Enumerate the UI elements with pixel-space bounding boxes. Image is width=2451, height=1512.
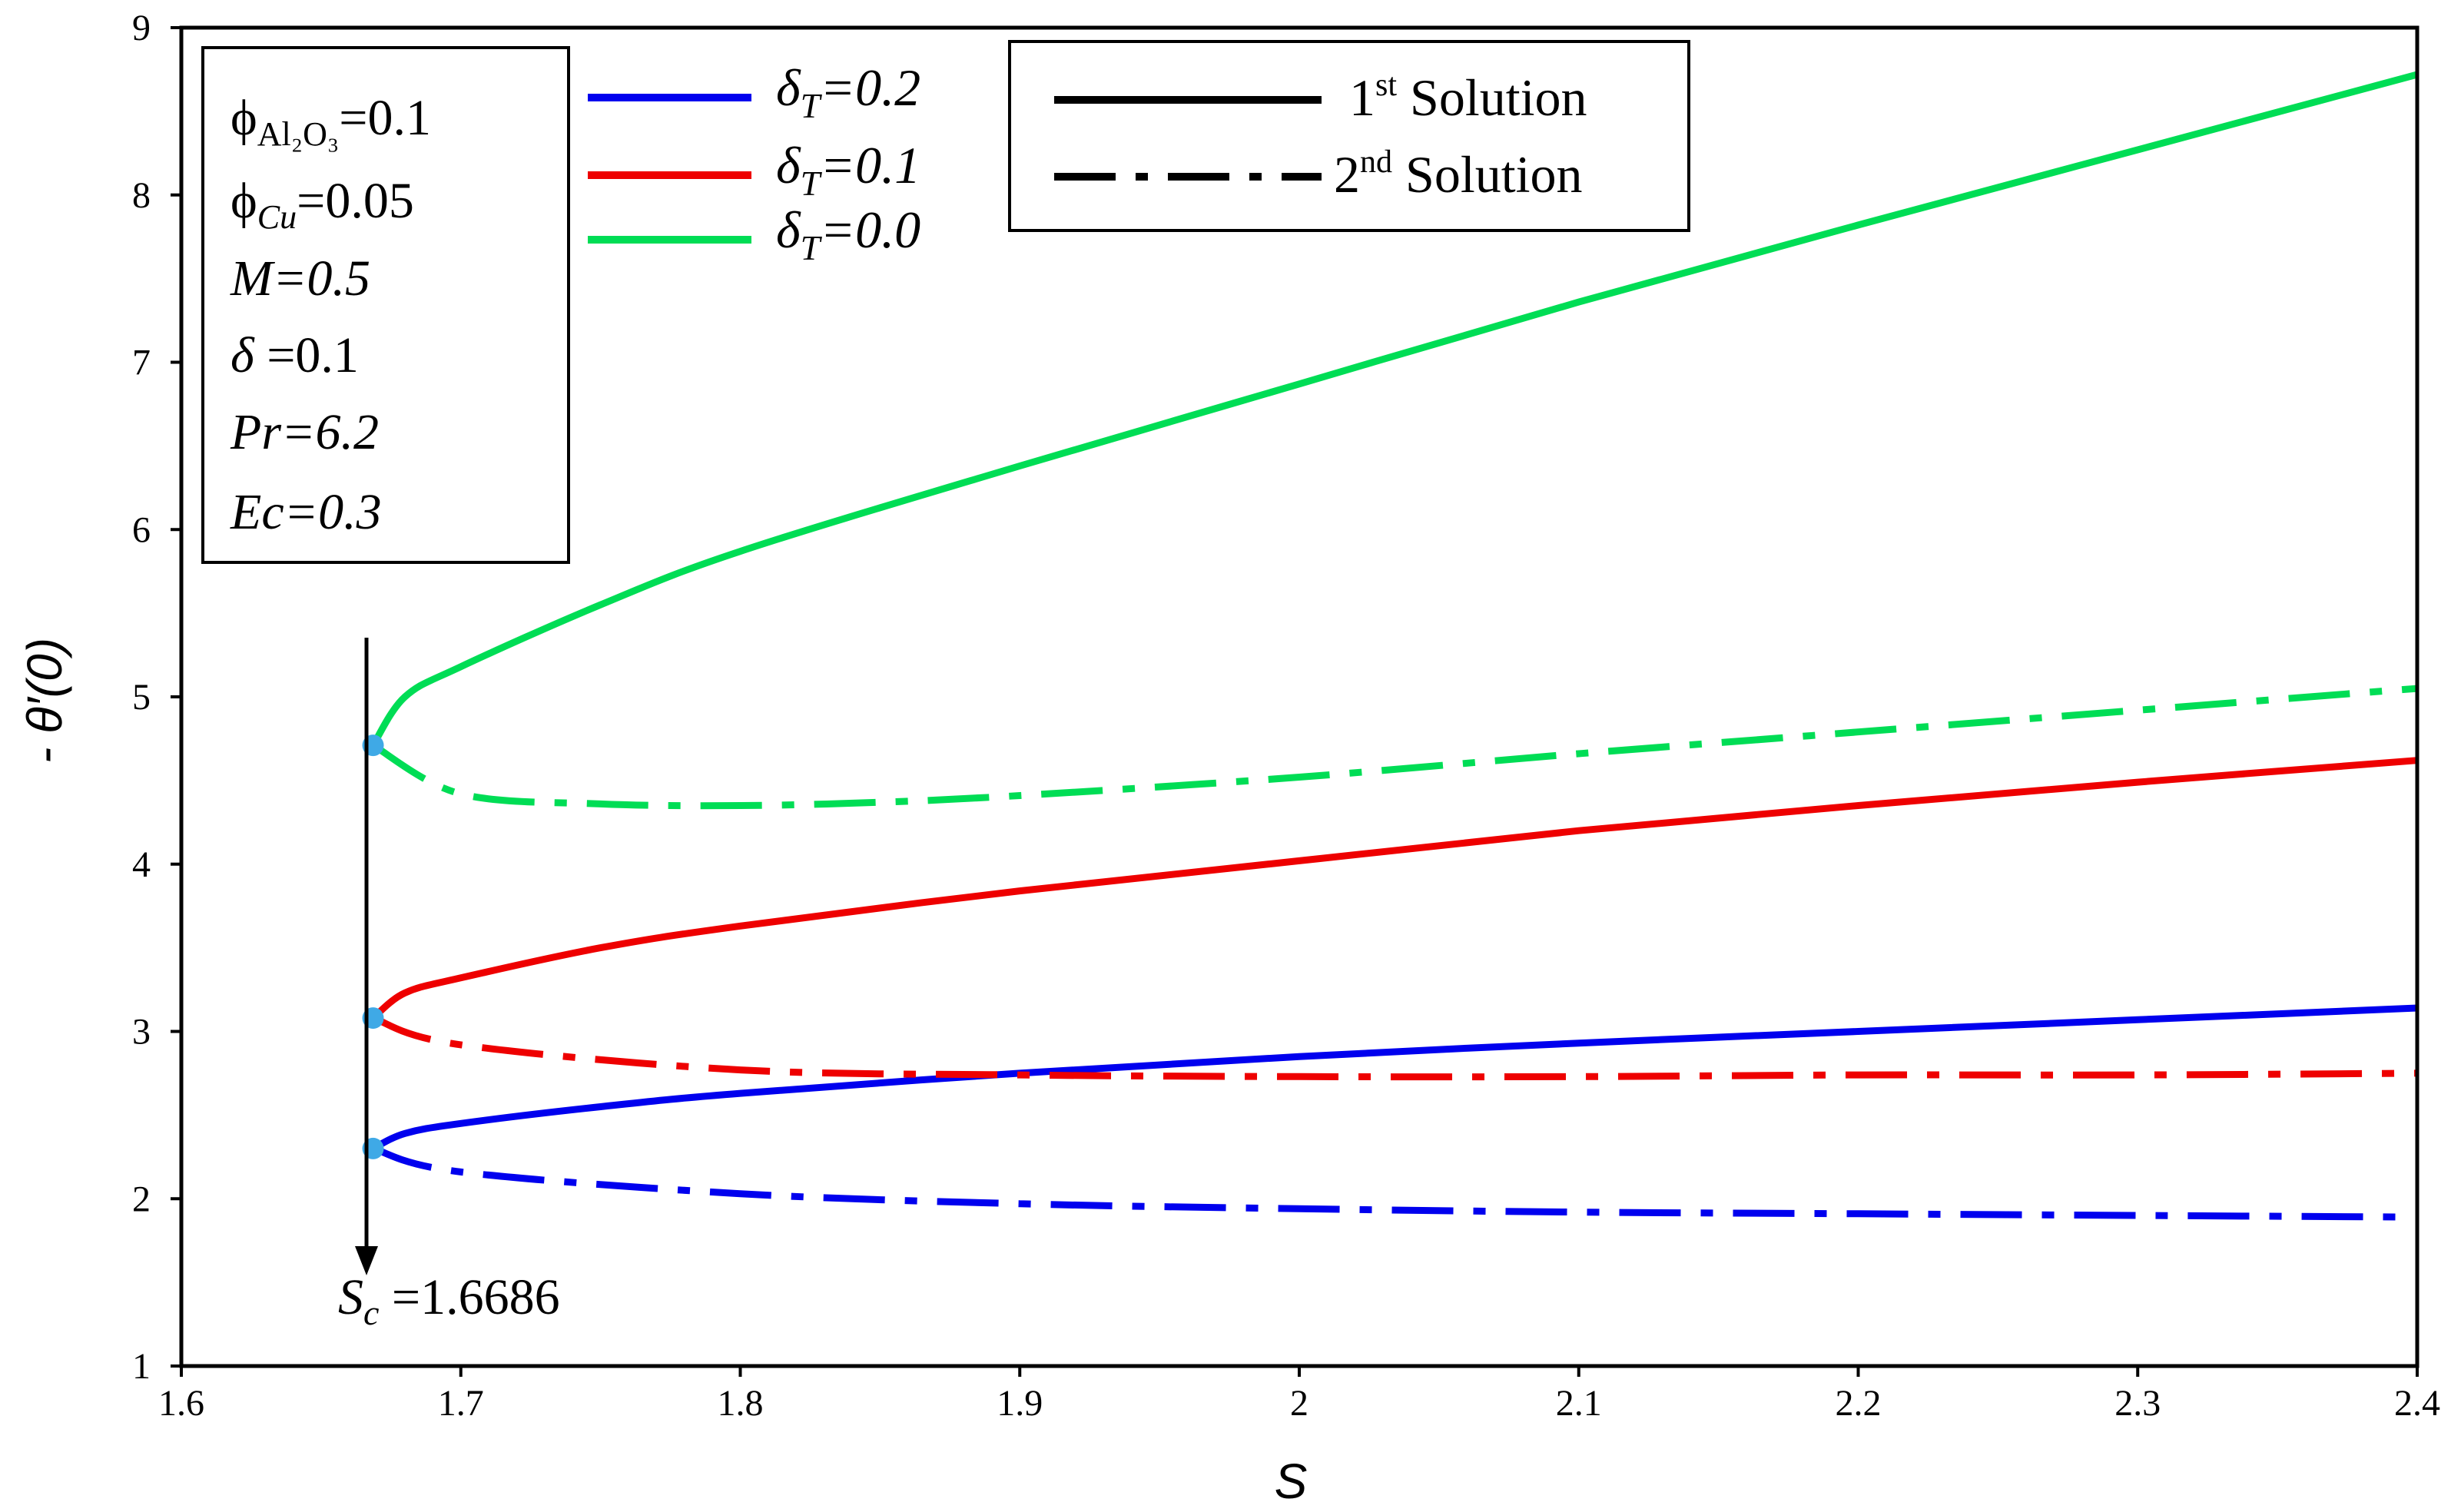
y-tick-label-4: 5 bbox=[132, 677, 151, 718]
legend-label-delta00: δT=0.0 bbox=[776, 201, 920, 267]
parameter-box bbox=[201, 46, 570, 564]
parameter-list: ϕAl₂O₃=0.1 ϕCu=0.05 M=0.5 δ =0.1 Pr=6.2 … bbox=[230, 90, 431, 540]
param-phi-al2o3: ϕAl₂O₃=0.1 bbox=[231, 90, 431, 153]
x-tick-label-5: 2.1 bbox=[1556, 1383, 1602, 1424]
x-tick-label-2: 1.8 bbox=[718, 1383, 764, 1424]
x-tick-label-7: 2.3 bbox=[2114, 1383, 2161, 1424]
y-tick-label-1: 2 bbox=[132, 1179, 151, 1219]
critical-annotation: Sc =1.6686 bbox=[338, 1269, 560, 1332]
legend-label-first-solution: 1st Solution bbox=[1349, 68, 1587, 127]
x-tick-label-3: 1.9 bbox=[997, 1383, 1043, 1424]
x-tick-label-8: 2.4 bbox=[2394, 1383, 2440, 1424]
param-phi-cu: ϕCu=0.05 bbox=[231, 173, 414, 236]
y-axis-ticks: 1 2 3 4 5 6 7 8 9 bbox=[132, 8, 181, 1387]
legend-label-delta01: δT=0.1 bbox=[776, 136, 920, 203]
param-m: M=0.5 bbox=[230, 250, 370, 307]
y-tick-label-2: 3 bbox=[132, 1012, 151, 1053]
y-tick-label-5: 6 bbox=[132, 509, 151, 550]
param-pr: Pr=6.2 bbox=[230, 404, 379, 460]
curves-layer bbox=[370, 71, 2419, 1221]
y-tick-label-3: 4 bbox=[132, 844, 151, 885]
series-line-0 bbox=[371, 1004, 2418, 1152]
x-tick-label-0: 1.6 bbox=[158, 1383, 204, 1424]
series-line-4 bbox=[370, 71, 2419, 748]
legend-label-delta02: δT=0.2 bbox=[776, 58, 920, 125]
param-delta: δ =0.1 bbox=[231, 327, 359, 383]
legend-solution-box bbox=[1008, 40, 1690, 232]
series-line-2 bbox=[370, 757, 2418, 1021]
y-tick-label-0: 1 bbox=[132, 1346, 151, 1387]
legend-solution: 1st Solution 2nd Solution bbox=[1054, 68, 1587, 204]
y-tick-label-6: 7 bbox=[132, 343, 151, 383]
series-line-3 bbox=[372, 1014, 2418, 1081]
legend-delta: δT=0.2 δT=0.1 δT=0.0 bbox=[588, 58, 920, 267]
x-axis-ticks: 1.6 1.7 1.8 1.9 2 2.1 2.2 2.3 2.4 bbox=[158, 1366, 2440, 1424]
y-tick-label-7: 8 bbox=[132, 175, 151, 216]
x-tick-label-1: 1.7 bbox=[438, 1383, 484, 1424]
series-line-5 bbox=[371, 685, 2418, 810]
y-axis-title: - θ′(0) bbox=[17, 638, 72, 764]
critical-arrow-head bbox=[355, 1246, 378, 1275]
y-tick-label-8: 9 bbox=[132, 8, 151, 48]
x-tick-label-6: 2.2 bbox=[1836, 1383, 1882, 1424]
series-line-1 bbox=[372, 1145, 2418, 1221]
x-tick-label-4: 2 bbox=[1290, 1383, 1308, 1424]
legend-label-second-solution: 2nd Solution bbox=[1334, 144, 1583, 204]
x-axis-title: S bbox=[1275, 1454, 1308, 1509]
param-ec: Ec=0.3 bbox=[230, 484, 382, 540]
